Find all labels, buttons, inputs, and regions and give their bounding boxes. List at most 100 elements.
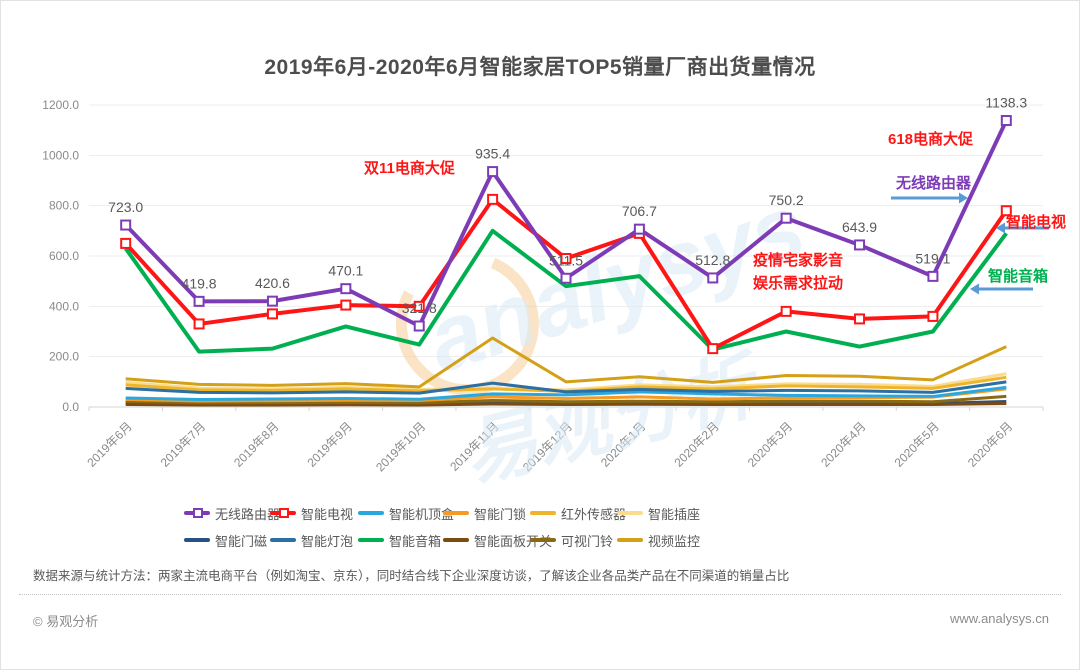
series-line (124, 228, 1008, 354)
annotation-double11: 双11电商大促 (364, 160, 455, 177)
callout-smart-speaker: 智能音箱 (988, 268, 1049, 285)
callout-arrowhead (970, 283, 979, 295)
series-line (125, 385, 1007, 401)
legend-swatch (358, 511, 384, 515)
series-line (125, 394, 1007, 405)
data-point-marker (340, 299, 352, 311)
data-label: 321.8 (402, 300, 437, 316)
page-title: 2019年6月-2020年6月智能家居TOP5销量厂商出货量情况 (264, 56, 816, 79)
data-point-marker (487, 193, 499, 205)
legend-label: 智能音箱 (389, 533, 442, 549)
legend-swatch (184, 508, 210, 518)
series-line (125, 401, 1007, 407)
legend-item-视频监控: 视频监控 (617, 531, 700, 549)
svg-text:2019年8月: 2019年8月 (231, 419, 281, 469)
data-label: 511.5 (549, 252, 583, 268)
legend-swatch (270, 538, 296, 542)
sales-line-chart: 0.0 200.0 400.0 600.0 800.0 1000.0 1200.0 2019年… (42, 95, 1049, 497)
callout-arrowhead (996, 222, 1005, 234)
legend-row: 智能门磁 智能灯泡 智能音箱 智能面板开关 可视门铃 视频监控 (1, 531, 1079, 553)
legend-item-智能机顶盒: 智能机顶盒 (358, 504, 454, 522)
legend-swatch (443, 538, 469, 542)
data-point-marker (193, 318, 205, 330)
data-point-marker (266, 308, 278, 320)
series-line (125, 387, 1007, 403)
data-point-marker (120, 219, 132, 231)
svg-text:400.0: 400.0 (49, 299, 79, 313)
annotation-618: 618电商大促 (888, 131, 974, 148)
legend-row: 无线路由器 智能电视 智能机顶盒 智能门锁 红外传感器 智能插座 (1, 504, 1079, 526)
website-link[interactable]: www.analysys.cn (950, 611, 1049, 626)
legend-item-无线路由器: 无线路由器 (184, 504, 280, 522)
legend-label: 智能插座 (648, 506, 701, 522)
data-point-marker (413, 300, 425, 312)
legend-swatch (184, 538, 210, 542)
legend-label: 智能门磁 (215, 533, 268, 549)
svg-text:2020年5月: 2020年5月 (892, 419, 942, 469)
data-point-marker (1000, 205, 1012, 217)
data-label: 519.1 (915, 250, 950, 266)
callout-wireless-router: 无线路由器 (896, 175, 972, 192)
data-point-marker (854, 239, 866, 251)
data-label: 512.8 (695, 252, 730, 268)
legend-swatch (530, 538, 556, 542)
data-point-marker (487, 166, 499, 178)
legend-swatch (358, 538, 384, 542)
svg-text:0.0: 0.0 (62, 400, 79, 414)
legend-item-智能插座: 智能插座 (617, 504, 700, 522)
svg-text:2020年6月: 2020年6月 (965, 419, 1015, 469)
legend-item-智能电视: 智能电视 (270, 504, 353, 522)
data-point-marker (340, 283, 352, 295)
data-point-marker (1000, 115, 1012, 127)
legend-item-智能门锁: 智能门锁 (443, 504, 526, 522)
svg-text:600.0: 600.0 (49, 249, 79, 263)
legend-item-可视门铃: 可视门铃 (530, 531, 613, 549)
data-label: 419.8 (182, 275, 217, 291)
svg-text:1000.0: 1000.0 (42, 148, 79, 162)
data-point-marker (927, 270, 939, 282)
data-point-marker (120, 237, 132, 249)
data-label: 723.0 (108, 199, 143, 215)
legend-swatch (270, 508, 296, 518)
svg-text:2019年10月: 2019年10月 (373, 419, 428, 474)
legend-label: 智能门锁 (474, 506, 527, 522)
data-point-marker (780, 305, 792, 317)
data-point-marker (560, 272, 572, 284)
series-line (125, 336, 1007, 389)
footnote: 数据来源与统计方法：两家主流电商平台（例如淘宝、京东），同时结合线下企业深度访谈… (33, 569, 790, 583)
legend-swatch (443, 511, 469, 515)
data-point-marker (927, 310, 939, 322)
svg-text:1200.0: 1200.0 (42, 98, 79, 112)
legend-label: 无线路由器 (215, 506, 281, 522)
svg-text:2019年9月: 2019年9月 (304, 419, 354, 469)
legend-swatch (617, 511, 643, 515)
data-point-marker (193, 295, 205, 307)
data-label: 643.9 (842, 219, 877, 235)
legend-label: 可视门铃 (561, 533, 614, 549)
legend-label: 智能面板开关 (474, 533, 553, 549)
data-point-marker (560, 253, 572, 265)
legend-item-红外传感器: 红外传感器 (530, 504, 626, 522)
legend-label: 红外传感器 (561, 506, 627, 522)
legend-marker (193, 508, 203, 518)
data-label: 706.7 (622, 203, 657, 219)
svg-text:200.0: 200.0 (49, 350, 79, 364)
copyright: © 易观分析 (33, 614, 99, 629)
series-line (125, 372, 1007, 392)
data-point-marker (707, 343, 719, 355)
annotation-covid-line1: 疫情宅家影音 (753, 252, 844, 269)
data-label: 935.4 (475, 146, 510, 162)
dotted-divider (19, 594, 1061, 595)
data-point-marker (266, 295, 278, 307)
svg-text:2019年7月: 2019年7月 (158, 419, 208, 469)
legend-item-智能音箱: 智能音箱 (358, 531, 441, 549)
data-label: 1138.3 (985, 95, 1027, 111)
data-point-marker (707, 272, 719, 284)
data-label: 470.1 (328, 263, 363, 279)
data-point-marker (413, 320, 425, 332)
series-line (125, 380, 1007, 395)
callout-smart-tv: 智能电视 (1006, 214, 1067, 231)
legend-label: 智能机顶盒 (389, 506, 455, 522)
legend-label: 智能电视 (301, 506, 354, 522)
